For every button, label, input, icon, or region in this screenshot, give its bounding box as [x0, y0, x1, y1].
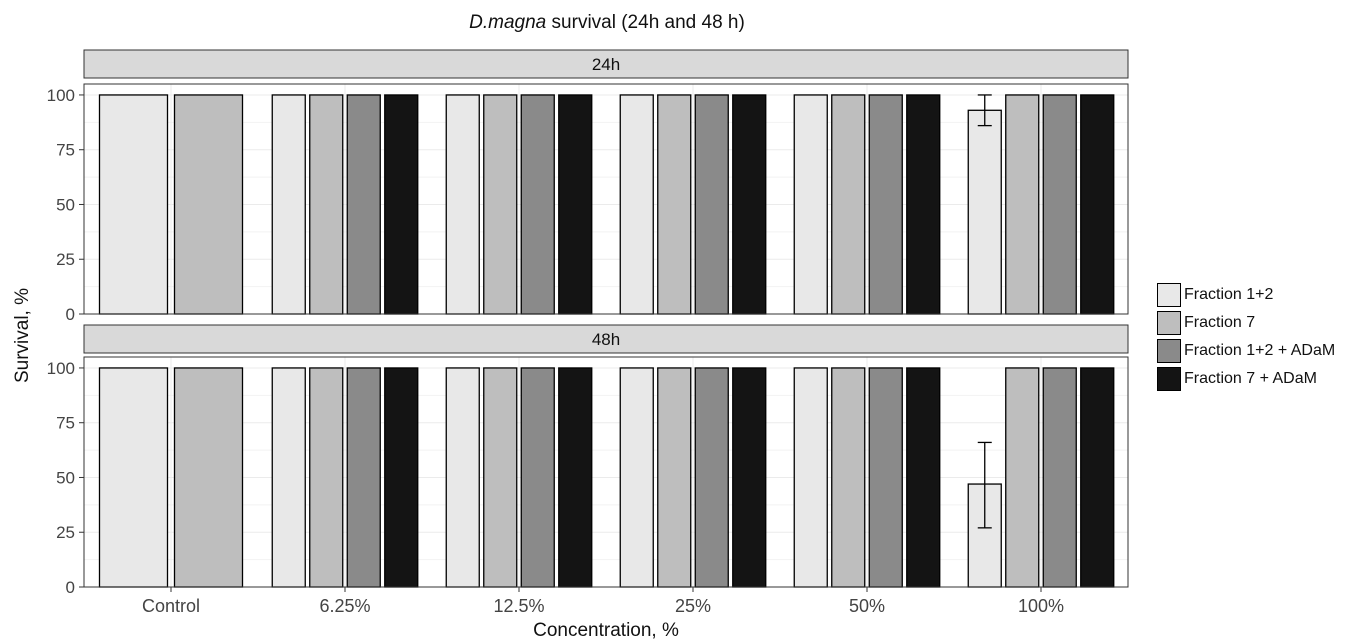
bar — [1080, 367, 1115, 588]
bar — [346, 94, 381, 315]
legend-item-fraction-1-2: Fraction 1+2 — [1157, 281, 1335, 309]
legend-swatch — [1157, 283, 1181, 307]
bar — [309, 94, 344, 315]
y-tick-label: 100 — [47, 359, 75, 378]
chart-title: D.magna survival (24h and 48 h) — [0, 12, 1214, 34]
bar — [271, 94, 306, 315]
legend-label: Fraction 1+2 + ADaM — [1184, 342, 1336, 359]
bar — [384, 367, 419, 588]
legend-swatch — [1157, 339, 1181, 363]
bar — [1005, 367, 1040, 588]
y-tick-label: 25 — [56, 250, 75, 269]
bar — [483, 94, 518, 315]
x-axis-title: Concentration, % — [533, 620, 679, 641]
x-tick-label: 12.5% — [493, 596, 544, 616]
panel-border — [83, 83, 1129, 315]
facet-strip — [83, 49, 1129, 79]
bar — [868, 94, 903, 315]
bar — [173, 367, 244, 588]
bar — [384, 94, 419, 315]
y-tick-label: 25 — [56, 523, 75, 542]
bar — [1005, 94, 1040, 315]
y-tick-label: 100 — [47, 86, 75, 105]
panel-border — [83, 356, 1129, 588]
bar — [98, 94, 169, 315]
bar — [98, 367, 169, 588]
bar — [271, 367, 306, 588]
chart-title-italic: D.magna — [469, 12, 547, 33]
bar — [1042, 367, 1077, 588]
legend-label: Fraction 1+2 — [1184, 286, 1274, 303]
bar — [619, 94, 654, 315]
bar — [173, 94, 244, 315]
facet-strip-label: 48h — [592, 330, 620, 349]
x-tick-label: 50% — [849, 596, 885, 616]
legend-swatch — [1157, 367, 1181, 391]
bar — [346, 367, 381, 588]
bar — [793, 94, 828, 315]
bar — [309, 367, 344, 588]
x-tick-label: Control — [142, 596, 200, 616]
bar — [906, 94, 941, 315]
legend-item-fraction-1-2-adam: Fraction 1+2 + ADaM — [1157, 337, 1335, 365]
bar — [694, 367, 729, 588]
x-tick-label: 6.25% — [319, 596, 370, 616]
y-tick-label: 50 — [56, 195, 75, 214]
facet-strip — [83, 324, 1129, 354]
bar — [520, 94, 555, 315]
bar — [831, 367, 866, 588]
legend-label: Fraction 7 — [1184, 314, 1256, 331]
y-tick-label: 0 — [66, 305, 75, 324]
bar — [831, 94, 866, 315]
bar — [732, 94, 767, 315]
bar — [619, 367, 654, 588]
bar — [558, 367, 593, 588]
y-tick-label: 50 — [56, 468, 75, 487]
y-tick-label: 75 — [56, 414, 75, 433]
y-tick-label: 75 — [56, 141, 75, 160]
bar — [732, 367, 767, 588]
y-tick-label: 0 — [66, 578, 75, 597]
bar — [1080, 94, 1115, 315]
legend: Fraction 1+2 Fraction 7 Fraction 1+2 + A… — [1157, 281, 1335, 393]
chart-title-rest: survival (24h and 48 h) — [546, 12, 745, 33]
bar — [906, 367, 941, 588]
facet-strip-label: 24h — [592, 55, 620, 74]
bar — [657, 94, 692, 315]
legend-item-fraction-7: Fraction 7 — [1157, 309, 1335, 337]
bar — [657, 367, 692, 588]
bar — [868, 367, 903, 588]
bar — [793, 367, 828, 588]
bar — [520, 367, 555, 588]
bar — [967, 109, 1002, 315]
bar — [483, 367, 518, 588]
legend-label: Fraction 7 + ADaM — [1184, 370, 1317, 387]
bar — [445, 94, 480, 315]
bar — [1042, 94, 1077, 315]
legend-swatch — [1157, 311, 1181, 335]
bar — [445, 367, 480, 588]
y-axis-title: Survival, % — [12, 288, 33, 383]
legend-item-fraction-7-adam: Fraction 7 + ADaM — [1157, 365, 1335, 393]
bar — [558, 94, 593, 315]
x-tick-label: 100% — [1018, 596, 1064, 616]
x-tick-label: 25% — [675, 596, 711, 616]
bar — [694, 94, 729, 315]
